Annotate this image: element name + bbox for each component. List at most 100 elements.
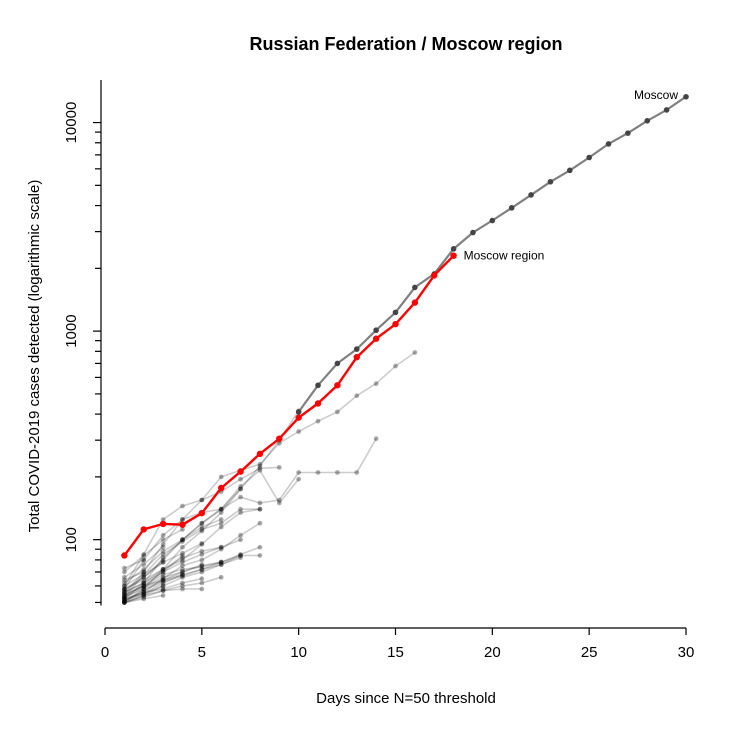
moscow-series-point [605, 141, 612, 147]
background-series-13-point [218, 559, 224, 565]
background-series-16-point [199, 567, 205, 572]
background-series-8-point [199, 557, 205, 563]
x-tick-label: 0 [101, 644, 109, 661]
background-series-30-point [121, 565, 127, 571]
background-series-10-point [257, 544, 263, 550]
moscow-series-point [334, 360, 341, 367]
background-series-1-point [373, 381, 379, 387]
background-series-4-point [160, 532, 166, 538]
background-series-5-point [199, 527, 205, 532]
background-series-24-point [141, 586, 147, 592]
background-series-12-line [123, 488, 242, 592]
background-series-19-line [123, 542, 203, 587]
background-series-22-line [123, 518, 222, 584]
background-series-31 [121, 593, 166, 605]
background-series-20-point [160, 577, 166, 583]
background-series-26 [121, 583, 166, 604]
background-series-9-point [199, 551, 205, 557]
background-series-2-point [180, 537, 185, 543]
background-series-23-line [123, 554, 184, 594]
background-series-28-point [160, 537, 166, 543]
background-series-10-point [238, 551, 243, 557]
background-series-5-point [160, 551, 166, 557]
moscow-series-point [373, 327, 379, 334]
background-series-6-point [238, 486, 243, 492]
background-series-9-point [121, 593, 127, 598]
moscow-series-point [547, 178, 554, 185]
background-series-5-line [123, 508, 261, 599]
background-series-10-point [218, 559, 224, 565]
background-series-28 [121, 527, 185, 575]
y-tick-label: 10000 [63, 102, 80, 144]
background-series-17 [121, 544, 224, 592]
y-tick-label: 1000 [63, 314, 80, 347]
x-axis-label: Days since N=50 threshold [316, 690, 496, 707]
moscow-series-point [663, 107, 670, 113]
background-series-14-point [218, 574, 224, 580]
background-series-6-point [257, 463, 263, 469]
background-series-30 [121, 557, 147, 571]
background-series-8-point [160, 576, 166, 582]
background-series-1-point [218, 474, 224, 480]
background-series-6-point [180, 544, 185, 550]
background-series-7-point [199, 541, 205, 547]
background-series-21-point [121, 600, 127, 605]
background-series-15-point [218, 559, 224, 565]
background-series-17-point [180, 555, 185, 561]
background-series-30-line [123, 559, 145, 570]
background-series-24 [121, 572, 185, 600]
moscow-region-series-point [372, 335, 380, 342]
background-series-22-point [141, 567, 147, 572]
background-series-12-point [160, 557, 166, 563]
background-series-1-point [315, 418, 321, 424]
background-series-21-point [141, 593, 147, 598]
background-series-2-point [373, 436, 379, 442]
background-series-7-point [238, 510, 243, 515]
background-series-17-point [218, 544, 224, 550]
background-series-8-point [238, 532, 243, 538]
background-series-3-point [276, 465, 282, 470]
background-series-15-point [160, 572, 166, 578]
background-series-16-point [180, 573, 185, 579]
background-series-1-point [160, 541, 166, 547]
background-series-29-point [141, 569, 147, 575]
moscow-region-series-line [123, 254, 455, 557]
moscow-region-series-point [353, 353, 360, 361]
background-series-13-point [238, 553, 243, 558]
background-series-4-point [218, 506, 224, 512]
background-series-12-point [121, 588, 127, 593]
moscow-series-point [508, 205, 515, 211]
moscow-region-series-point [159, 520, 167, 528]
background-series-6-point [160, 567, 166, 572]
moscow-series-point [586, 154, 592, 161]
background-series-2-point [121, 596, 127, 602]
background-series-25-line [123, 561, 164, 590]
background-series-16-point [141, 588, 147, 593]
background-series-22 [121, 517, 224, 586]
background-series-9 [121, 537, 243, 598]
background-series-17-line [123, 546, 222, 590]
moscow-region-series-point [392, 320, 399, 328]
background-series-23-point [121, 589, 127, 595]
background-series-21-point [160, 588, 166, 593]
background-series-16 [121, 553, 243, 604]
background-series-11-point [218, 562, 224, 567]
background-series-28-point [141, 553, 147, 558]
moscow-series-point [625, 130, 631, 136]
background-series-9-point [160, 569, 166, 575]
background-series-10-point [160, 580, 166, 586]
background-series-27-point [121, 574, 127, 580]
background-series-24-line [123, 573, 184, 599]
background-series-11-line [123, 556, 242, 604]
background-series-20 [121, 562, 205, 598]
background-series-7-point [121, 589, 127, 595]
background-series-1-point [412, 350, 418, 355]
x-tick-label: 20 [484, 644, 501, 661]
background-series-11-point [141, 593, 147, 598]
background-series-16-line [123, 554, 242, 602]
moscow-region-label: Moscow region [464, 249, 545, 263]
background-series-13-point [141, 585, 147, 590]
background-series-3-point [160, 517, 166, 522]
background-series-8-point [141, 589, 147, 595]
background-series-27-point [141, 562, 147, 567]
